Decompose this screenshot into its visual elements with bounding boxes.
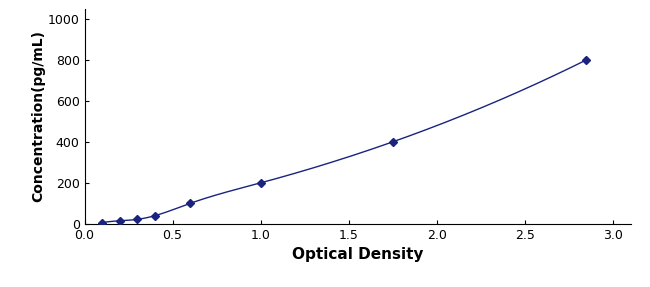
- X-axis label: Optical Density: Optical Density: [292, 247, 423, 262]
- Y-axis label: Concentration(pg/mL): Concentration(pg/mL): [31, 30, 45, 202]
